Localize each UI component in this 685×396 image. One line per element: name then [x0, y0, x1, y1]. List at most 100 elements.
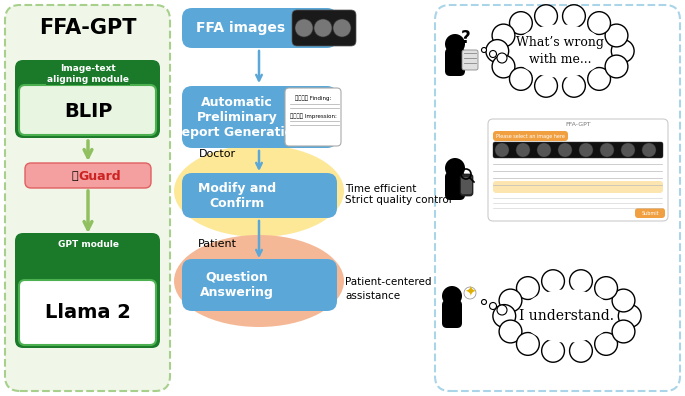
Circle shape: [510, 68, 532, 90]
Text: What’s wrong
with me...: What’s wrong with me...: [516, 36, 604, 66]
Circle shape: [445, 158, 465, 178]
Circle shape: [516, 143, 530, 157]
FancyBboxPatch shape: [182, 8, 337, 48]
FancyBboxPatch shape: [488, 119, 668, 221]
Text: Patient-centered
assistance: Patient-centered assistance: [345, 277, 432, 301]
Ellipse shape: [514, 25, 606, 78]
Text: ?: ?: [461, 29, 471, 47]
Text: Question
Answering: Question Answering: [200, 271, 274, 299]
FancyBboxPatch shape: [493, 131, 568, 141]
Text: Guard: Guard: [79, 169, 121, 183]
FancyBboxPatch shape: [15, 233, 160, 348]
Circle shape: [482, 299, 486, 305]
Text: 🔒: 🔒: [72, 171, 78, 181]
Text: BLIP: BLIP: [64, 101, 112, 120]
Circle shape: [497, 305, 507, 315]
Circle shape: [558, 143, 572, 157]
Circle shape: [569, 270, 593, 293]
Circle shape: [611, 40, 634, 63]
FancyBboxPatch shape: [445, 48, 465, 76]
FancyBboxPatch shape: [493, 142, 663, 158]
Text: Strict quality control: Strict quality control: [345, 195, 451, 205]
Circle shape: [612, 320, 635, 343]
Circle shape: [579, 143, 593, 157]
Circle shape: [595, 277, 617, 299]
Circle shape: [642, 143, 656, 157]
Circle shape: [516, 333, 539, 355]
FancyBboxPatch shape: [460, 174, 473, 196]
Circle shape: [588, 11, 610, 34]
FancyBboxPatch shape: [442, 300, 462, 328]
Circle shape: [542, 339, 564, 362]
FancyBboxPatch shape: [285, 88, 341, 146]
Circle shape: [295, 19, 313, 37]
Text: I understand.: I understand.: [519, 309, 614, 323]
Circle shape: [600, 143, 614, 157]
Circle shape: [588, 68, 610, 90]
Text: GPT module: GPT module: [58, 240, 119, 249]
Text: FFA-GPT: FFA-GPT: [565, 122, 590, 126]
FancyBboxPatch shape: [635, 208, 665, 218]
FancyBboxPatch shape: [5, 5, 170, 391]
Circle shape: [595, 333, 617, 355]
Text: FFA-GPT: FFA-GPT: [39, 18, 137, 38]
Text: Submit: Submit: [641, 211, 659, 215]
Circle shape: [493, 305, 516, 327]
Text: 造影所见 Finding:: 造影所见 Finding:: [295, 95, 331, 101]
Circle shape: [562, 74, 586, 97]
Circle shape: [621, 143, 635, 157]
FancyBboxPatch shape: [25, 163, 151, 188]
Circle shape: [619, 305, 641, 327]
Ellipse shape: [174, 145, 344, 237]
FancyBboxPatch shape: [182, 173, 337, 218]
Circle shape: [499, 320, 522, 343]
FancyBboxPatch shape: [493, 181, 663, 193]
Circle shape: [562, 5, 586, 28]
FancyBboxPatch shape: [445, 172, 465, 200]
Circle shape: [605, 24, 628, 47]
Text: Please select an image here: Please select an image here: [495, 133, 564, 139]
Circle shape: [499, 289, 522, 312]
Circle shape: [490, 51, 497, 57]
Circle shape: [516, 277, 539, 299]
Ellipse shape: [521, 289, 612, 343]
FancyBboxPatch shape: [435, 5, 680, 391]
Circle shape: [492, 24, 515, 47]
FancyBboxPatch shape: [182, 86, 337, 148]
Text: 造影印象 Impression:: 造影印象 Impression:: [290, 113, 336, 119]
FancyBboxPatch shape: [292, 10, 356, 46]
Ellipse shape: [174, 235, 344, 327]
Circle shape: [314, 19, 332, 37]
Text: Automatic
Preliminary
Report Generation: Automatic Preliminary Report Generation: [172, 95, 302, 139]
Circle shape: [442, 286, 462, 306]
Circle shape: [497, 53, 507, 63]
Text: ✦: ✦: [464, 286, 476, 300]
FancyBboxPatch shape: [461, 177, 472, 194]
Circle shape: [612, 289, 635, 312]
Circle shape: [482, 48, 486, 53]
Circle shape: [535, 74, 558, 97]
Circle shape: [605, 55, 628, 78]
Circle shape: [495, 143, 509, 157]
FancyBboxPatch shape: [182, 259, 337, 311]
Circle shape: [445, 34, 465, 54]
FancyBboxPatch shape: [19, 280, 156, 345]
Text: Llama 2: Llama 2: [45, 303, 131, 322]
Text: Image-text
aligning module: Image-text aligning module: [47, 64, 129, 84]
FancyBboxPatch shape: [19, 85, 156, 135]
Circle shape: [510, 11, 532, 34]
Text: FFA images: FFA images: [197, 21, 286, 35]
Circle shape: [492, 55, 515, 78]
Circle shape: [490, 303, 497, 310]
Circle shape: [535, 5, 558, 28]
Circle shape: [486, 40, 509, 63]
Text: Patient: Patient: [197, 239, 236, 249]
Circle shape: [537, 143, 551, 157]
Text: Modify and
Confirm: Modify and Confirm: [198, 182, 276, 210]
Circle shape: [333, 19, 351, 37]
Circle shape: [542, 270, 564, 293]
FancyBboxPatch shape: [15, 60, 160, 138]
Circle shape: [569, 339, 593, 362]
Text: Doctor: Doctor: [199, 149, 236, 159]
FancyBboxPatch shape: [462, 50, 478, 70]
